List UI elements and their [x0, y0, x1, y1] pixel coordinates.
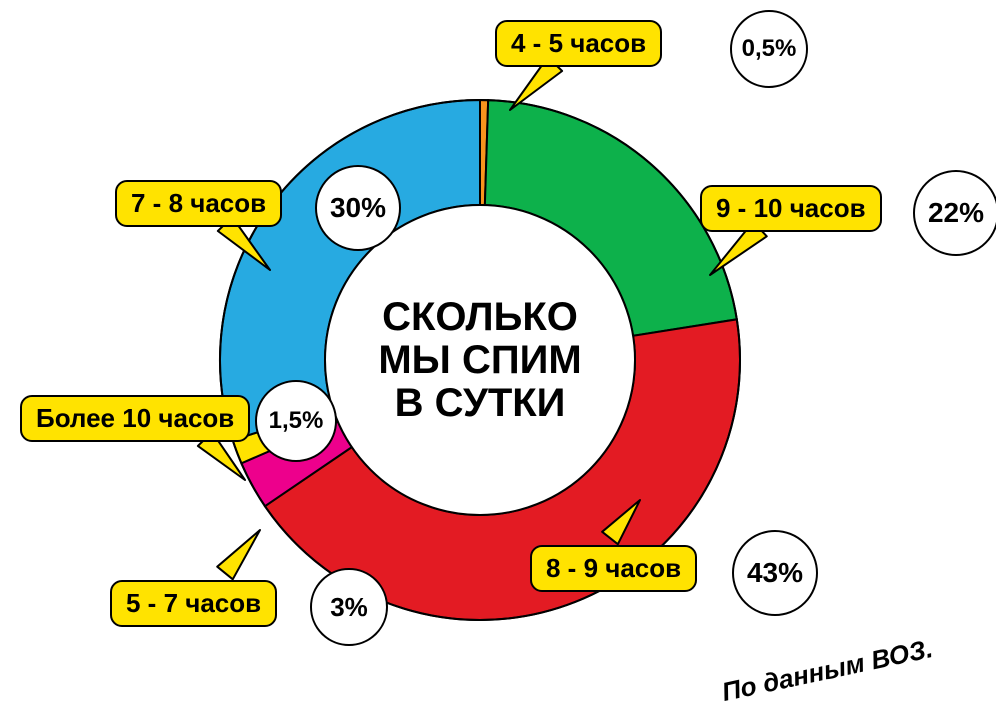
callout-pct-9-10: 22%: [913, 170, 996, 256]
center-title: Сколько мы спим в сутки: [325, 296, 635, 426]
callout-pct-5-7: 3%: [310, 568, 388, 646]
callout-label-9-10: 9 - 10 часов: [700, 185, 882, 232]
callout-label-10+: Более 10 часов: [20, 395, 250, 442]
callout-pct-4-5: 0,5%: [730, 10, 808, 88]
callout-pct-8-9: 43%: [732, 530, 818, 616]
callout-pct-7-8: 30%: [315, 165, 401, 251]
callout-tail: [217, 530, 260, 579]
center-line-1: Сколько: [325, 296, 635, 339]
callout-label-4-5: 4 - 5 часов: [495, 20, 662, 67]
center-line-2: мы спим: [325, 339, 635, 382]
callout-label-5-7: 5 - 7 часов: [110, 580, 277, 627]
center-line-3: в сутки: [325, 382, 635, 425]
sleep-donut-chart: Сколько мы спим в сутки 4 - 5 часов 0,5% 9…: [0, 0, 996, 706]
callout-label-7-8: 7 - 8 часов: [115, 180, 282, 227]
callout-label-8-9: 8 - 9 часов: [530, 545, 697, 592]
callout-pct-10+: 1,5%: [255, 380, 337, 462]
